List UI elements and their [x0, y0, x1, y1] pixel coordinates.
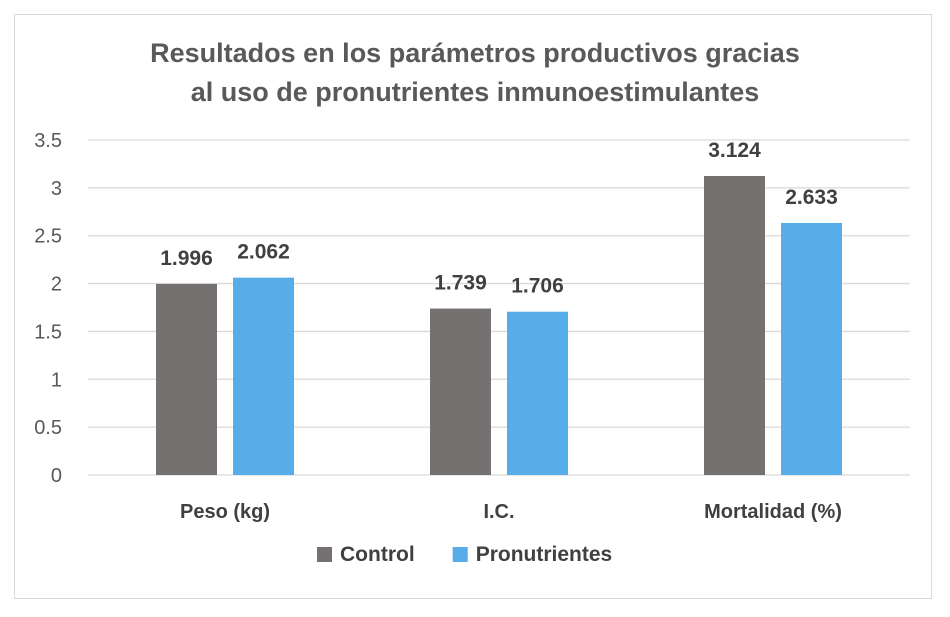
- chart-title: Resultados en los parámetros productivos…: [150, 38, 800, 107]
- bar-control-0: [156, 283, 217, 475]
- x-axis-categories: Peso (kg) I.C. Mortalidad (%): [180, 501, 842, 523]
- x-category-label: Peso (kg): [180, 501, 270, 523]
- data-label: 2.062: [237, 241, 290, 264]
- y-tick-label: 0.5: [34, 417, 62, 439]
- legend-item-control: Control: [317, 543, 415, 566]
- y-axis-ticks: 0 0.5 1 1.5 2 2.5 3 3.5: [34, 130, 62, 487]
- bar-pronutrientes-2: [781, 222, 842, 475]
- y-tick-label: 3: [51, 178, 62, 200]
- bar-control-2: [704, 175, 765, 475]
- legend-swatch: [452, 547, 468, 562]
- y-tick-label: 3.5: [34, 130, 62, 152]
- data-labels: 1.996 2.062 1.739 1.706 3.124 2.633: [160, 139, 838, 298]
- x-category-label: I.C.: [483, 501, 514, 523]
- bar-control-1: [430, 308, 491, 475]
- legend: Control Pronutrientes: [317, 543, 612, 566]
- legend-label: Control: [340, 543, 415, 566]
- data-label: 3.124: [708, 139, 761, 162]
- y-tick-label: 2: [51, 274, 62, 296]
- data-label: 1.706: [511, 275, 564, 298]
- legend-item-pronutrientes: Pronutrientes: [452, 543, 613, 566]
- legend-swatch: [317, 547, 332, 562]
- bars: [156, 175, 842, 475]
- data-label: 1.996: [160, 247, 213, 270]
- data-label: 1.739: [434, 272, 487, 295]
- gridlines: [88, 139, 910, 476]
- y-tick-label: 1.5: [34, 321, 62, 343]
- y-tick-label: 1: [51, 369, 62, 391]
- y-tick-label: 0: [51, 465, 62, 487]
- data-label: 2.633: [785, 186, 838, 209]
- x-category-label: Mortalidad (%): [704, 501, 842, 523]
- legend-label: Pronutrientes: [476, 543, 613, 566]
- bar-pronutrientes-1: [507, 311, 568, 475]
- y-tick-label: 2.5: [34, 226, 62, 248]
- bar-pronutrientes-0: [233, 277, 294, 475]
